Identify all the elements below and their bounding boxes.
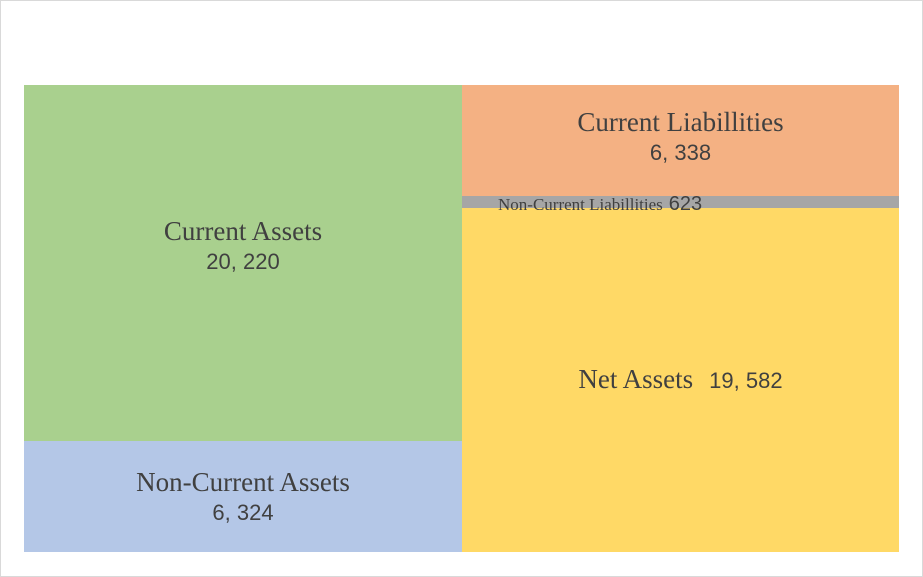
current-liabilities-block: Current Liabillities 6, 338 <box>462 85 899 196</box>
current-assets-block: Current Assets 20, 220 <box>24 85 462 441</box>
non-current-liabilities-label: Non-Current Liabillities <box>498 195 663 214</box>
non-current-assets-value: 6, 324 <box>212 500 274 525</box>
non-current-assets-label: Non-Current Assets <box>136 467 350 497</box>
net-assets-label: Net Assets <box>578 363 694 394</box>
net-assets-block: Net Assets 19, 582 <box>462 208 899 552</box>
non-current-liabilities-value: 623 <box>668 193 703 215</box>
current-assets-label: Current Assets <box>163 215 323 246</box>
current-liabilities-label: Current Liabillities <box>577 107 784 137</box>
current-liabilities-value: 6, 338 <box>649 140 712 165</box>
net-assets-value: 19, 582 <box>709 367 783 393</box>
non-current-liabilities-block <box>462 196 899 208</box>
non-current-assets-block: Non-Current Assets 6, 324 <box>24 441 462 552</box>
non-current-liabilities-annotation: Non-Current Liabillities 623 <box>498 193 702 215</box>
current-assets-value: 20, 220 <box>206 248 280 274</box>
